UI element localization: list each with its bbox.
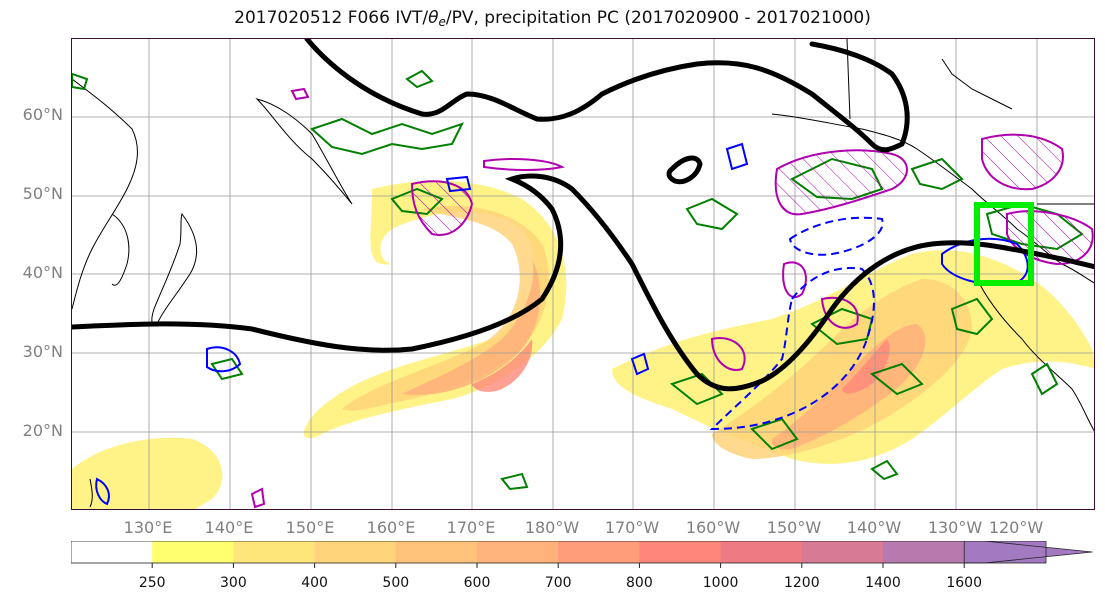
lon-label-150w: 150°W (766, 518, 822, 537)
pv-contour-north (304, 39, 910, 153)
colorbar-tick-label: 250 (138, 575, 166, 591)
precip-pc-positive (250, 87, 1094, 509)
lon-label-140w: 140°W (846, 518, 902, 537)
colorbar-tick-label: 800 (626, 575, 653, 591)
colorbar-tick-label: 700 (544, 575, 572, 591)
kamchatka-coast (255, 98, 353, 205)
lon-label-160e: 160°E (366, 518, 416, 537)
colorbar-segment (477, 541, 559, 563)
colorbar-segment (801, 541, 884, 563)
colorbar-segment (720, 541, 803, 563)
lon-label-130e: 130°E (123, 518, 173, 537)
colorbar-segment (395, 541, 478, 563)
lon-label-150e: 150°E (285, 518, 335, 537)
pv-contours (72, 39, 1094, 392)
ivt-band-300b (712, 279, 972, 459)
lon-label-180w: 180°W (524, 518, 580, 537)
map-title: 2017020512 F066 IVT/θe/PV, precipitation… (234, 8, 871, 29)
asia-coast (72, 78, 138, 310)
na-west-coast (976, 278, 1094, 432)
lat-label-60n: 60°N (22, 105, 63, 124)
colorbar-tick-label: 400 (301, 575, 328, 591)
colorbar-segment (233, 541, 316, 563)
lat-label-50n: 50°N (22, 184, 63, 203)
taiwan-coast (89, 478, 93, 508)
colorbar-segment (152, 541, 234, 563)
lon-label-170w: 170°W (604, 518, 660, 537)
colorbar-tick-label: 300 (220, 575, 247, 591)
pv-contour-main (72, 173, 1094, 392)
lat-label-20n: 20°N (22, 421, 63, 440)
lat-label-40n: 40°N (22, 263, 63, 282)
colorbar-tick-label: 1200 (783, 575, 820, 591)
lat-label-30n: 30°N (22, 342, 63, 361)
ivt-colorbar (71, 541, 1093, 568)
ivt-shading (72, 180, 1094, 509)
ivt-band-800 (472, 339, 533, 392)
ivt-band-500 (402, 259, 541, 395)
lon-label-140e: 140°E (204, 518, 254, 537)
korea-coast (111, 213, 130, 286)
colorbar-segment (71, 541, 153, 563)
target-region-box (974, 202, 1034, 286)
colorbar-extend-arrow (963, 541, 1093, 564)
ivt-band-250c (72, 437, 223, 509)
colorbar-segment (558, 541, 640, 563)
pv-contour-cutoff (666, 155, 703, 185)
map-panel (71, 38, 1095, 510)
japan-coast (151, 212, 198, 326)
colorbar-tick-label: 1400 (865, 575, 901, 591)
colorbar-tick-label: 600 (463, 575, 491, 591)
colorbar-segment (883, 541, 965, 563)
colorbar-segment (639, 541, 722, 563)
lon-label-130w: 130°W (927, 518, 983, 537)
colorbar-tick-label: 1600 (946, 575, 983, 591)
lon-label-160w: 160°W (685, 518, 741, 537)
colorbar-tick-label: 500 (382, 575, 410, 591)
graticule (72, 39, 1094, 509)
lon-label-120w: 120°W (988, 518, 1044, 537)
colorbar-segment (314, 541, 397, 563)
lon-label-170e: 170°E (446, 518, 496, 537)
map-canvas (72, 39, 1094, 509)
colorbar-tick-label: 1000 (702, 575, 739, 591)
